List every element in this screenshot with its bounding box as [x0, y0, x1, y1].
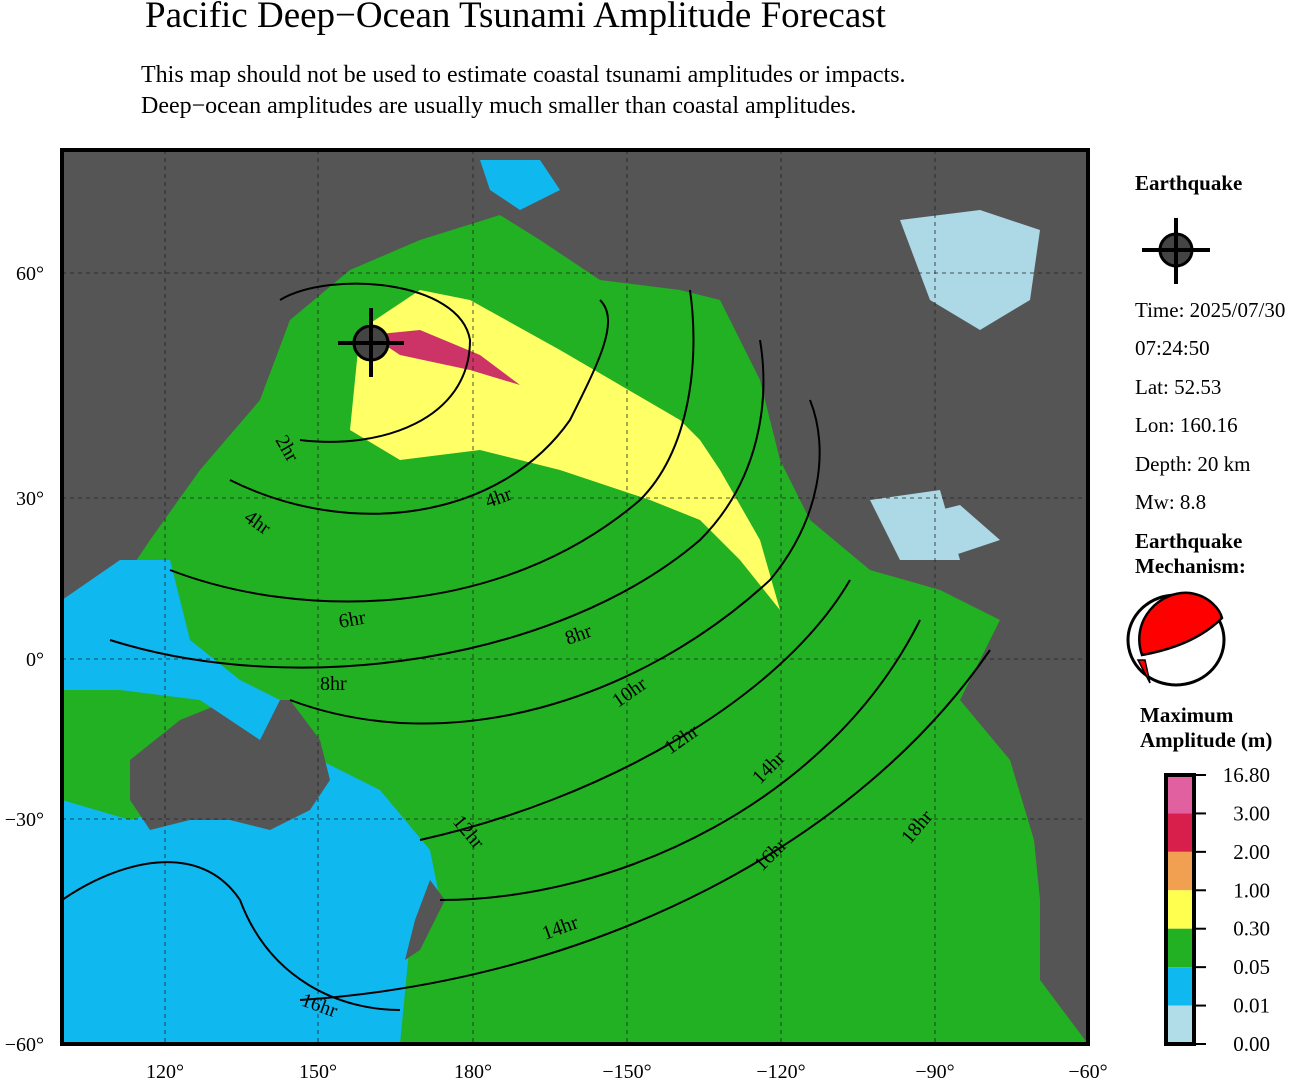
earthquake-heading: Earthquake [1135, 171, 1243, 195]
epicenter-marker [338, 308, 404, 377]
scale-swatch [1166, 775, 1194, 814]
event-lon: Lon: 160.16 [1135, 413, 1238, 437]
scale-swatch [1166, 890, 1194, 929]
gulf-of-mexico [870, 490, 960, 560]
lon-tick: 120° [146, 1061, 184, 1080]
event-clock: 07:24:50 [1135, 336, 1210, 360]
subtitle-line-2: Deep−ocean amplitudes are usually much s… [141, 93, 857, 119]
lon-tick: −120° [756, 1061, 805, 1080]
contour-label: 8hr [320, 673, 347, 695]
lat-tick: −60° [5, 1034, 44, 1056]
amplitude-plume-yellow [350, 290, 780, 610]
lon-tick: 180° [454, 1061, 492, 1080]
lon-tick: −150° [602, 1061, 651, 1080]
event-depth: Depth: 20 km [1135, 452, 1251, 476]
bering-area [480, 160, 560, 210]
lat-tick: 0° [26, 649, 44, 671]
mechanism-heading-1: Earthquake [1135, 529, 1243, 553]
page-title: Pacific Deep−Ocean Tsunami Amplitude For… [145, 0, 886, 36]
scale-swatch [1166, 967, 1194, 1006]
scale-label: 0.05 [1233, 955, 1270, 979]
scale-label: 0.30 [1233, 917, 1270, 941]
amplitude-plume-red [370, 330, 520, 385]
event-magnitude: Mw: 8.8 [1135, 490, 1207, 514]
event-time: Time: 2025/07/30 [1135, 298, 1286, 322]
map-frame [60, 148, 1090, 1046]
amplitude-heading-1: Maximum [1140, 703, 1234, 727]
scale-label: 1.00 [1233, 878, 1270, 902]
scale-label: 3.00 [1233, 801, 1270, 825]
scale-swatch [1166, 851, 1194, 891]
event-lat: Lat: 52.53 [1135, 375, 1222, 399]
lat-tick: −30° [5, 809, 44, 831]
scale-swatch [1166, 1005, 1194, 1044]
graticule [62, 150, 1088, 1044]
lat-tick: 60° [16, 263, 44, 285]
contour-label: 6hr [337, 607, 367, 633]
lat-tick: 30° [16, 488, 44, 510]
travel-time-contours [62, 282, 991, 1011]
focal-mechanism-beachball [1126, 591, 1226, 687]
subtitle-line-1: This map should not be used to estimate … [141, 62, 906, 88]
australia [130, 700, 330, 830]
amplitude-heading-2: Amplitude (m) [1140, 728, 1273, 752]
south-america [990, 600, 1088, 1044]
lon-tick: 150° [299, 1061, 337, 1080]
scale-label: 16.80 [1223, 763, 1270, 787]
indian-southern-ocean [62, 760, 440, 1044]
epicenter-legend-icon [1142, 218, 1210, 284]
amplitude-color-scale: 16.80 3.00 2.00 1.00 0.30 0.05 0.01 0.00 [1164, 763, 1270, 1056]
scale-frame [1164, 773, 1196, 1046]
scale-label: 2.00 [1233, 840, 1270, 864]
lon-tick: −90° [915, 1061, 954, 1080]
western-coast-islands [62, 560, 280, 740]
scale-swatch [1166, 813, 1194, 852]
scale-swatch [1166, 928, 1194, 968]
lon-tick: −60° [1068, 1061, 1107, 1080]
scale-label: 0.01 [1233, 994, 1270, 1018]
new-zealand [405, 880, 445, 960]
scale-label: 0.00 [1233, 1032, 1270, 1056]
mechanism-heading-2: Mechanism: [1135, 554, 1246, 578]
